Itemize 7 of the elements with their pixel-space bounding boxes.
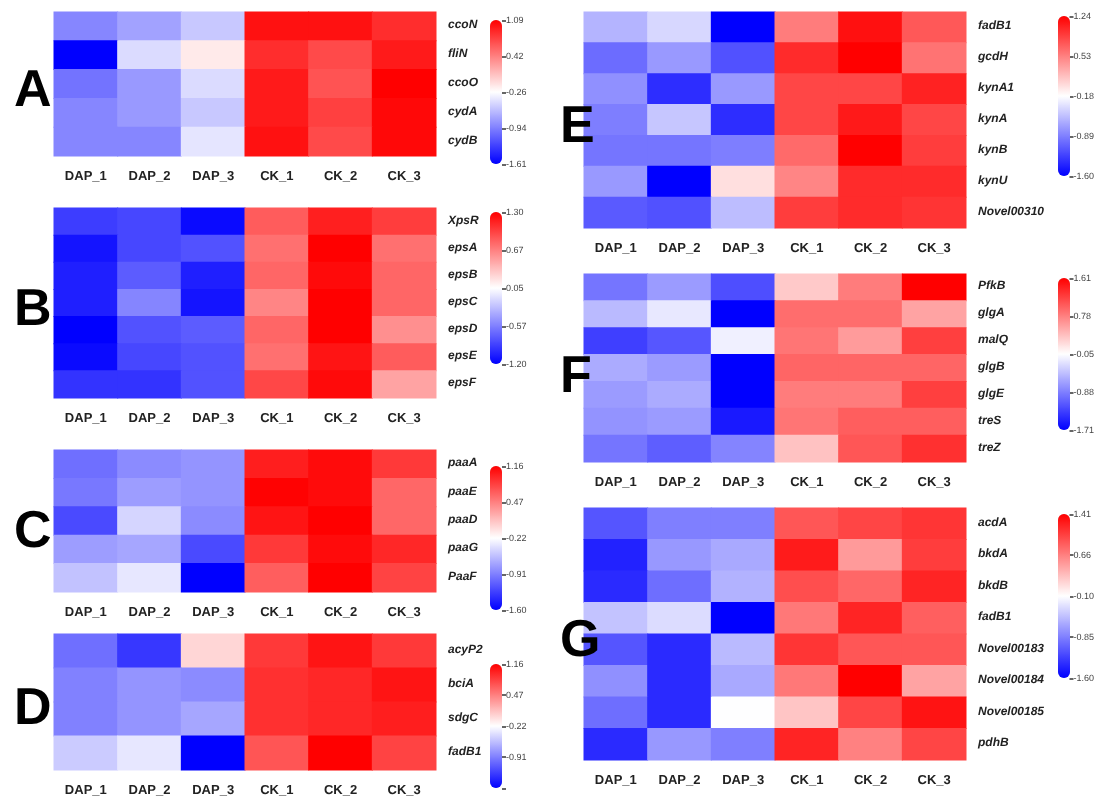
text: G: [560, 608, 601, 668]
text: A: [14, 58, 52, 118]
text: E: [560, 94, 595, 154]
text: C: [14, 499, 52, 559]
text: F: [560, 344, 592, 404]
text: B: [14, 277, 52, 337]
text: D: [14, 676, 52, 736]
